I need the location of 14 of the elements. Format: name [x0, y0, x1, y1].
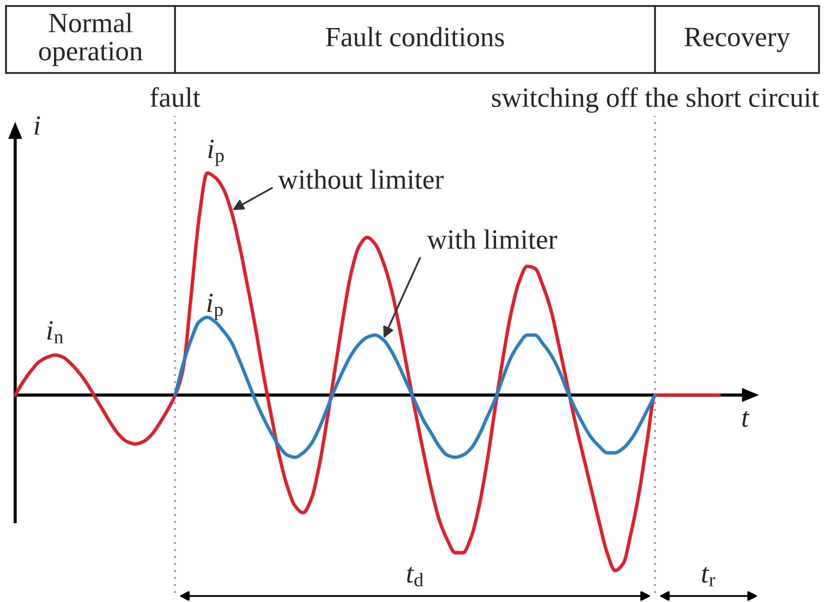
- series-label: without limiter: [278, 169, 444, 189]
- text: Normal operation: [39, 12, 143, 66]
- text: Fault conditions: [326, 26, 504, 46]
- x-axis-title: t: [742, 411, 750, 427]
- text: with limiter: [427, 229, 558, 249]
- y-axis-title: i: [34, 116, 40, 135]
- annotation: t$_{d}$: [407, 566, 424, 586]
- text: switching off the short circuit: [492, 87, 819, 113]
- annotation: i$_{n}$: [47, 321, 64, 344]
- text: Recovery: [684, 28, 790, 52]
- annotation: i$_{p}$: [207, 294, 223, 320]
- annotation: t$_{r}$: [702, 566, 716, 586]
- text: i$_{p}$: [208, 140, 224, 166]
- text: fault: [150, 87, 200, 107]
